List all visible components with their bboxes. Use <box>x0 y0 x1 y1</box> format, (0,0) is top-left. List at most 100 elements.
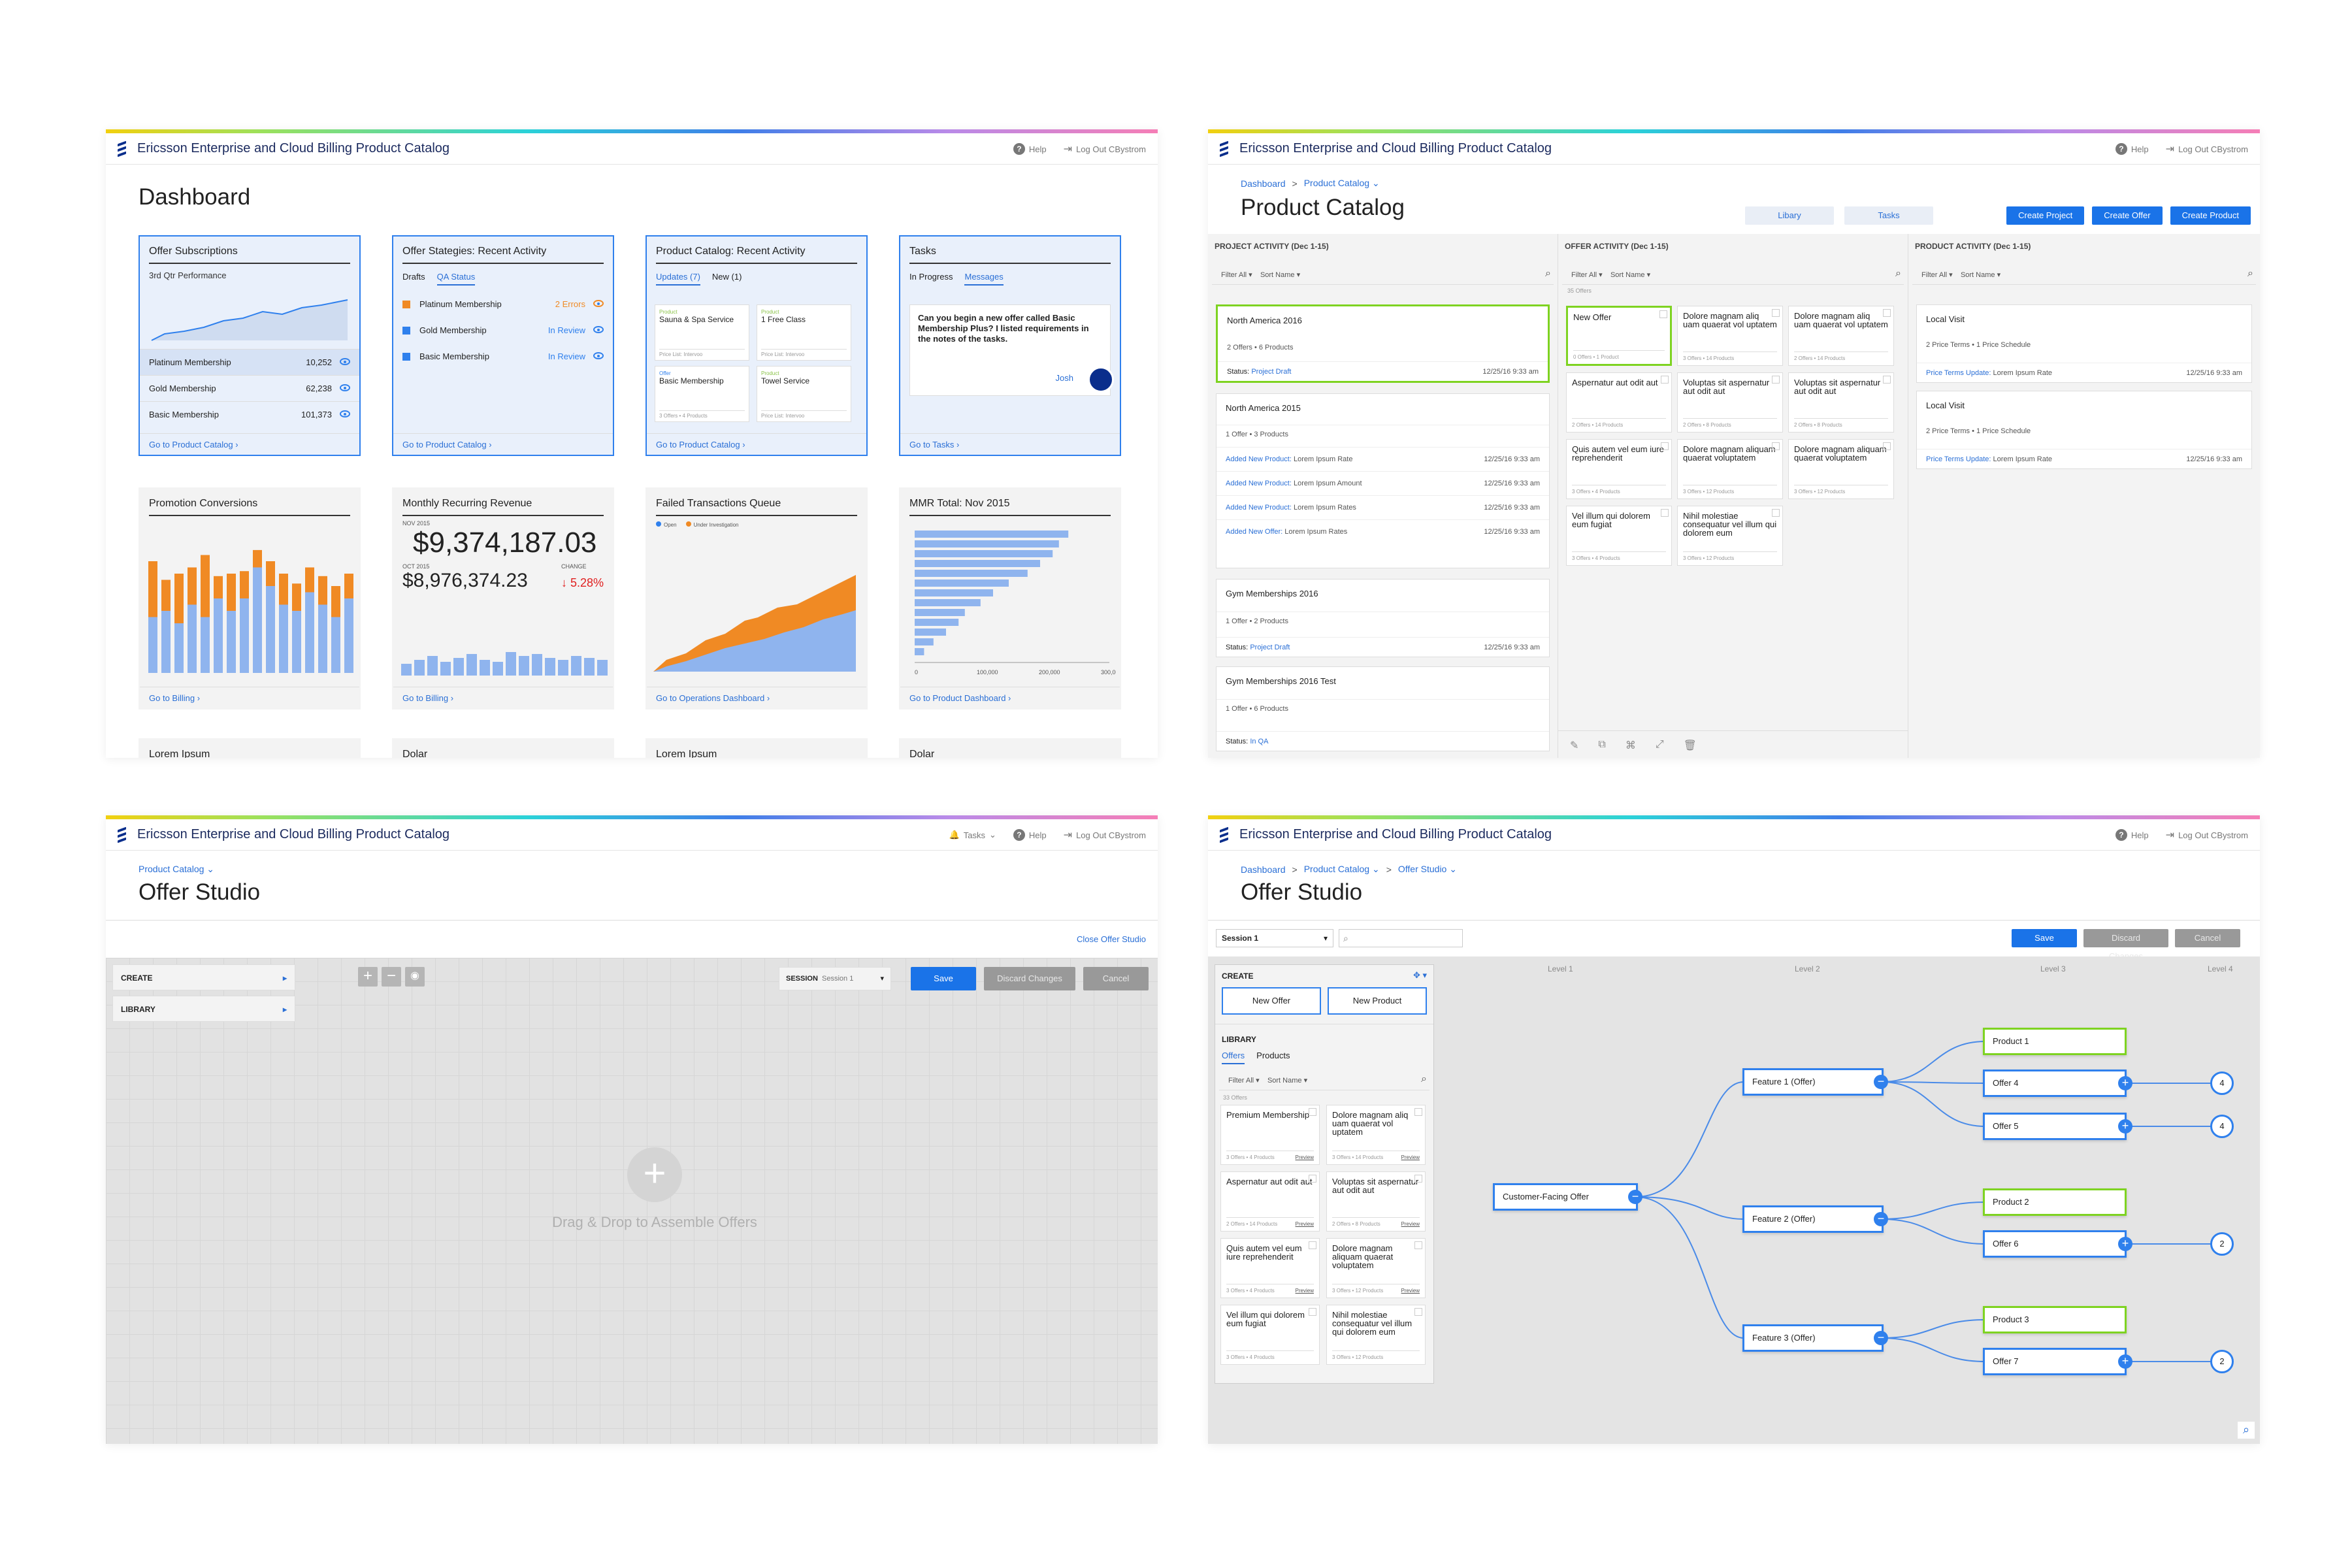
logout-link[interactable]: ⇥ Log Out CBystrom <box>1063 144 1146 155</box>
checkbox[interactable] <box>1414 1175 1422 1183</box>
checkbox[interactable] <box>1414 1308 1422 1316</box>
ericsson-logo-icon[interactable] <box>1220 826 1229 843</box>
offer-tile[interactable]: Dolore magnam aliquam quaerat voluptatem… <box>1788 439 1894 499</box>
create-project-button[interactable]: Create Project <box>2006 206 2085 225</box>
collapse-icon[interactable]: − <box>1628 1190 1642 1204</box>
feature-node[interactable]: Feature 1 (Offer) <box>1742 1068 1884 1096</box>
offer-tile[interactable]: Voluptas sit aspernatur aut odit aut 2 Of… <box>1788 372 1894 433</box>
strategy-row[interactable]: Gold Membership In Review <box>393 317 613 343</box>
checkbox[interactable] <box>1661 442 1669 450</box>
checkbox[interactable] <box>1883 376 1891 384</box>
tab-messages[interactable]: Messages <box>964 272 1004 286</box>
library-item[interactable]: Nihil molestiae consequatur vel illum qu… <box>1326 1305 1426 1365</box>
offer-subscriptions-card[interactable]: Offer Subscriptions 3rd Qtr Performance … <box>139 235 361 456</box>
session-select[interactable]: SESSION Session 1 ▾ <box>779 967 891 990</box>
checkbox[interactable] <box>1414 1241 1422 1249</box>
tab-tasks[interactable]: Tasks <box>1844 206 1933 225</box>
library-accordion[interactable]: LIBRARY ▸ <box>112 996 295 1022</box>
project-action-row[interactable]: Added New Offer: Lorem Ipsum Rates 12/25/… <box>1217 519 1549 544</box>
offer-node[interactable]: Offer 6 <box>1983 1230 2127 1258</box>
strategy-row[interactable]: Basic Membership In Review <box>393 343 613 369</box>
cancel-button[interactable]: Cancel <box>1083 967 1149 990</box>
offer-node[interactable]: Offer 5 <box>1983 1113 2127 1140</box>
go-to-product-catalog-link[interactable]: Go to Product Catalog › <box>402 440 492 449</box>
filter-dropdown[interactable]: Filter All ▾ <box>1221 271 1252 279</box>
offer-tile[interactable]: Dolore magnam aliq uam quaerat vol uptat… <box>1677 306 1783 366</box>
preview-link[interactable]: Preview <box>1295 1288 1314 1294</box>
offer-tile[interactable]: Quis autem vel eum iure reprehenderit 3 O… <box>1566 439 1672 499</box>
go-to-product-catalog-link[interactable]: Go to Product Catalog › <box>656 440 745 449</box>
child-count-badge[interactable]: 2 <box>2210 1350 2234 1373</box>
checkbox[interactable] <box>1883 309 1891 317</box>
trash-icon[interactable]: 🗑 <box>1683 740 1697 751</box>
project-action-row[interactable]: Added New Product: Lorem Ipsum Rate 12/25… <box>1217 447 1549 471</box>
product-node[interactable]: Product 3 <box>1983 1306 2127 1333</box>
subscription-row[interactable]: Basic Membership 101,373 <box>140 401 359 427</box>
dolar-card[interactable]: Dolar <box>899 738 1121 758</box>
product-node[interactable]: Product 2 <box>1983 1188 2127 1216</box>
offer-tile[interactable]: Dolore magnam aliq uam quaerat vol uptat… <box>1788 306 1894 366</box>
create-product-button[interactable]: Create Product <box>2170 206 2251 225</box>
session-select[interactable]: Session 1 ▾ <box>1216 929 1333 947</box>
new-product-button[interactable]: New Product <box>1328 987 1427 1015</box>
checkbox[interactable] <box>1772 309 1780 317</box>
zoom-search-icon[interactable]: ⌕ <box>2238 1422 2255 1439</box>
close-offer-studio-link[interactable]: Close Offer Studio <box>1077 934 1146 944</box>
child-count-badge[interactable]: 4 <box>2210 1071 2234 1095</box>
logout-link[interactable]: ⇥ Log Out CBystrom <box>2165 830 2248 841</box>
new-offer-button[interactable]: New Offer <box>1222 987 1321 1015</box>
help-link[interactable]: ? Help <box>1013 829 1047 841</box>
message-bubble[interactable]: Can you begin a new offer called Basic M… <box>909 304 1114 396</box>
child-count-badge[interactable]: 4 <box>2210 1115 2234 1138</box>
expand-icon[interactable]: + <box>2118 1354 2132 1369</box>
search-icon[interactable]: ⌕ <box>1895 268 1901 279</box>
feature-node[interactable]: Feature 2 (Offer) <box>1742 1205 1884 1233</box>
failed-transactions-card[interactable]: Failed Transactions Queue Open Under Inv… <box>645 487 868 710</box>
checkbox[interactable] <box>1309 1241 1316 1249</box>
eye-icon[interactable] <box>340 410 350 417</box>
tab-new[interactable]: New (1) <box>711 272 742 282</box>
discard-changes-button[interactable]: Discard Changes <box>984 967 1075 990</box>
eye-icon[interactable] <box>340 384 350 391</box>
search-icon[interactable]: ⌕ <box>1545 268 1551 279</box>
offer-tile[interactable]: Voluptas sit aspernatur aut odit aut 2 Of… <box>1677 372 1783 433</box>
help-link[interactable]: ? Help <box>2115 829 2149 841</box>
edit-icon[interactable]: ✎ <box>1570 740 1579 751</box>
sort-dropdown[interactable]: Sort Name ▾ <box>1610 271 1651 279</box>
project-action-row[interactable]: Added New Product: Lorem Ipsum Amount 12/… <box>1217 471 1549 495</box>
checkbox[interactable] <box>1659 310 1667 318</box>
sort-dropdown[interactable]: Sort Name ▾ <box>1960 271 2001 279</box>
checkbox[interactable] <box>1309 1175 1316 1183</box>
help-link[interactable]: ? Help <box>2115 143 2149 155</box>
collapse-icon[interactable]: − <box>1874 1075 1888 1089</box>
project-card[interactable]: North America 2016 2 Offers • 6 Products… <box>1216 304 1550 383</box>
activity-item[interactable]: Product 1 Free Class Price List: Intervoo <box>757 304 851 361</box>
crumb-offer-studio[interactable]: Offer Studio ⌄ <box>1397 864 1457 874</box>
activity-item[interactable]: Product Towel Service Price List: Intervoo <box>757 366 851 422</box>
checkbox[interactable] <box>1772 509 1780 517</box>
offer-tile[interactable]: New Offer 0 Offers • 1 Product <box>1566 306 1672 366</box>
tab-updates[interactable]: Updates (7) <box>656 272 700 286</box>
help-link[interactable]: ? Help <box>1013 143 1047 155</box>
feature-node[interactable]: Feature 3 (Offer) <box>1742 1324 1884 1352</box>
subscription-row[interactable]: Gold Membership 62,238 <box>140 375 359 401</box>
tab-in-progress[interactable]: In Progress <box>909 272 953 282</box>
save-button[interactable]: Save <box>2012 929 2077 947</box>
offer-node[interactable]: Offer 7 <box>1983 1348 2127 1375</box>
create-offer-button[interactable]: Create Offer <box>2092 206 2163 225</box>
eye-icon[interactable] <box>593 325 604 333</box>
catalog-activity-card[interactable]: Product Catalog: Recent Activity Updates… <box>645 235 868 456</box>
crumb-product-catalog[interactable]: Product Catalog ⌄ <box>139 864 215 874</box>
preview-link[interactable]: Preview <box>1295 1221 1314 1227</box>
search-icon[interactable]: ⌕ <box>2247 268 2253 279</box>
filter-dropdown[interactable]: Filter All ▾ <box>1228 1077 1260 1085</box>
checkbox[interactable] <box>1772 442 1780 450</box>
dolar-card[interactable]: Dolar <box>392 738 614 758</box>
child-count-badge[interactable]: 2 <box>2210 1232 2234 1256</box>
library-item[interactable]: Vel illum qui dolorem eum fugiat 3 Offers… <box>1220 1305 1320 1365</box>
strategy-row[interactable]: Platinum Membership 2 Errors <box>393 291 613 317</box>
tab-offers[interactable]: Offers <box>1222 1051 1245 1064</box>
library-item[interactable]: Dolore magnam aliq uam quaerat vol uptat… <box>1326 1105 1426 1165</box>
offer-tile[interactable]: Vel illum qui dolorem eum fugiat 3 Offers… <box>1566 506 1672 566</box>
eye-icon[interactable] <box>593 299 604 307</box>
